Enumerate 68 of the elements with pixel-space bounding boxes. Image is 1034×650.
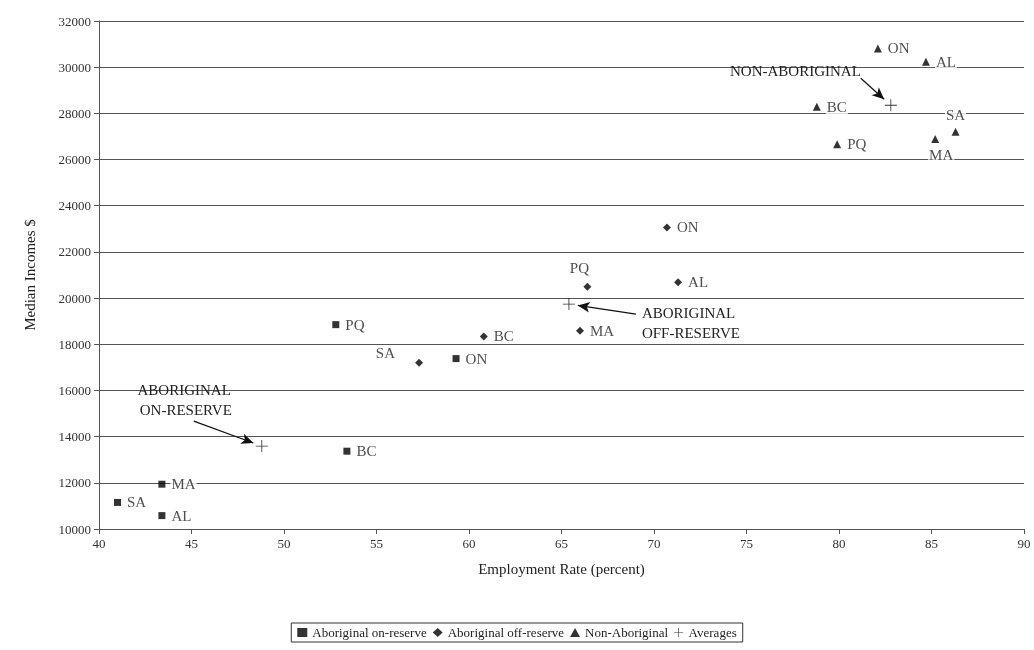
- point: [562, 298, 575, 311]
- y-tick-label: 10000: [58, 521, 91, 537]
- point: [812, 102, 821, 111]
- point: [332, 321, 340, 329]
- y-tick-label: 24000: [58, 198, 91, 214]
- x-tick-label: 85: [925, 536, 938, 551]
- y-tick-label: 18000: [58, 336, 91, 352]
- point: [921, 57, 930, 66]
- x-tick-label: 45: [185, 536, 198, 551]
- data-label: AL: [935, 53, 956, 70]
- x-tick-label: 55: [370, 536, 383, 551]
- data-label: ON: [465, 350, 488, 367]
- data-label: PQ: [345, 316, 365, 333]
- x-tick-label: 60: [462, 536, 476, 551]
- y-tick-label: 12000: [58, 475, 91, 491]
- data-label: MA: [590, 322, 615, 339]
- x-tick-label: 65: [555, 536, 568, 551]
- point: [674, 278, 683, 287]
- y-tick-label: 30000: [58, 59, 91, 75]
- data-label: AL: [171, 507, 192, 524]
- y-tick-label: 28000: [58, 105, 91, 121]
- y-tick-label: 16000: [58, 382, 91, 398]
- legend-label: Aboriginal off-reserve: [447, 625, 565, 640]
- data-label: PQ: [569, 260, 590, 277]
- data-label: AL: [688, 274, 709, 291]
- data-label: SA: [375, 344, 396, 361]
- point: [343, 447, 351, 455]
- data-label: BC: [356, 443, 377, 460]
- data-label: MA: [929, 147, 954, 164]
- y-axis-title: Median Incomes $: [21, 218, 38, 331]
- point: [452, 355, 460, 363]
- point: [255, 440, 268, 453]
- data-label: ON: [676, 219, 699, 236]
- point: [662, 223, 671, 232]
- y-tick-label: 22000: [58, 244, 91, 260]
- data-label: BC: [826, 98, 847, 115]
- legend-label: Averages: [688, 625, 737, 640]
- point: [951, 127, 960, 136]
- data-label: PQ: [847, 136, 867, 153]
- data-label: SA: [945, 107, 966, 124]
- y-tick-label: 26000: [58, 152, 91, 168]
- point: [931, 134, 940, 143]
- data-label: MA: [171, 476, 196, 493]
- x-tick-label: 80: [832, 536, 846, 551]
- point: [479, 332, 488, 341]
- data-label: SA: [127, 494, 147, 511]
- point: [415, 358, 424, 367]
- y-tick-label: 32000: [58, 13, 91, 29]
- point: [158, 480, 166, 488]
- x-tick-label: 50: [277, 536, 291, 551]
- point: [576, 326, 584, 335]
- x-tick-label: 40: [92, 536, 106, 551]
- x-tick-label: 90: [1017, 536, 1031, 551]
- y-tick-label: 14000: [58, 429, 91, 445]
- point: [583, 282, 592, 291]
- point: [158, 512, 166, 520]
- annotation: NON-ABORIGINAL: [729, 63, 861, 80]
- legend-label: Non-Aboriginal: [585, 625, 669, 640]
- legend-label: Aboriginal on-reserve: [312, 625, 427, 640]
- data-label: BC: [493, 328, 514, 345]
- annotation: ABORIGINAL OFF-RESERVE: [641, 305, 740, 342]
- x-tick-label: 75: [740, 536, 753, 551]
- point: [884, 99, 897, 112]
- x-axis-title: Employment Rate (percent): [478, 560, 645, 578]
- x-tick-label: 70: [647, 536, 661, 551]
- point: [114, 498, 121, 506]
- data-label: ON: [887, 40, 910, 57]
- y-tick-label: 20000: [58, 290, 91, 306]
